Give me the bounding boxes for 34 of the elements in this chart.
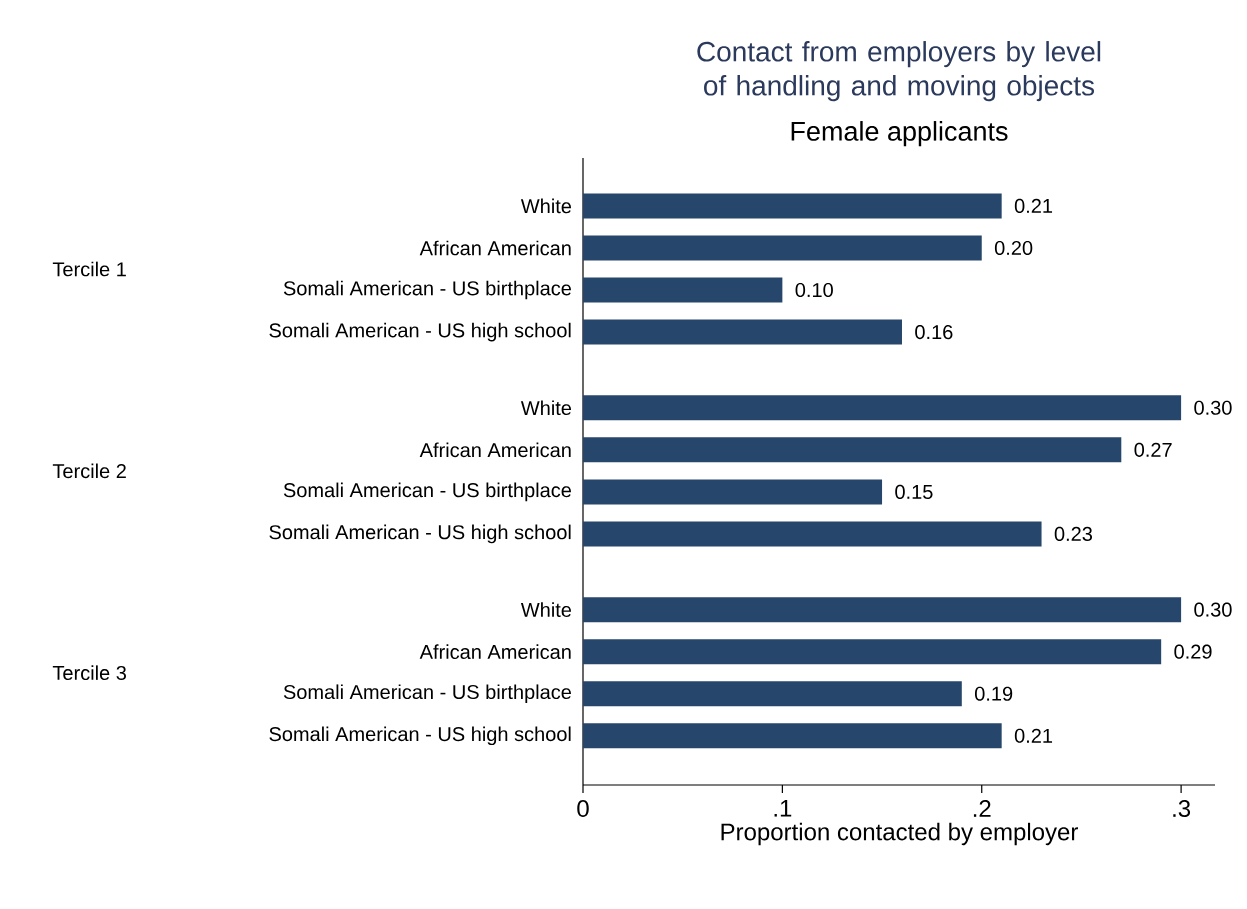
x-tick-label: .1: [774, 800, 792, 817]
text: Tercile 3: [52, 665, 126, 681]
y-tick-label: Somali American - US birthplace: [283, 482, 571, 502]
y-tick-label: African American: [419, 442, 571, 458]
y-tick-label: White: [520, 198, 572, 214]
y-tick-label: African American: [419, 644, 571, 660]
y-tick-label: Somali American - US birthplace: [283, 280, 571, 300]
x-tick-label: .3: [1173, 800, 1191, 818]
x-axis-title: Proportion contacted by employer: [721, 822, 1078, 846]
data-label: 0.29: [1174, 644, 1212, 659]
data-label: 0.30: [1194, 400, 1232, 415]
y-tick-label: White: [520, 400, 572, 416]
chart-title: Contact from employers by level of handling and moving objects: [697, 41, 1101, 102]
y-tick-label: Somali American - US high school: [269, 524, 571, 544]
data-label: 0.15: [895, 484, 933, 499]
text: Tercile 2: [52, 463, 126, 479]
y-tick-label: Somali American - US birthplace: [283, 684, 571, 704]
x-tick-label: .2: [973, 800, 991, 817]
data-label: 0.10: [795, 282, 833, 298]
data-label: 0.20: [994, 240, 1033, 256]
data-label: 0.21: [1014, 198, 1053, 213]
data-label: 0.21: [1014, 728, 1053, 743]
text: Tercile 1: [52, 261, 126, 277]
y-tick-label: Somali American - US high school: [269, 726, 571, 746]
data-label: 0.27: [1134, 442, 1172, 457]
y-tick-label: White: [520, 602, 572, 617]
y-tick-label: African American: [419, 240, 571, 256]
x-tick-label: 0: [577, 800, 589, 818]
data-label: 0.16: [915, 325, 953, 340]
data-label: 0.19: [974, 686, 1013, 701]
chart-subtitle: Female applicants: [791, 121, 1008, 147]
data-label: 0.23: [1054, 526, 1093, 542]
y-tick-label: Somali American - US high school: [269, 322, 571, 342]
data-label: 0.30: [1194, 602, 1232, 617]
